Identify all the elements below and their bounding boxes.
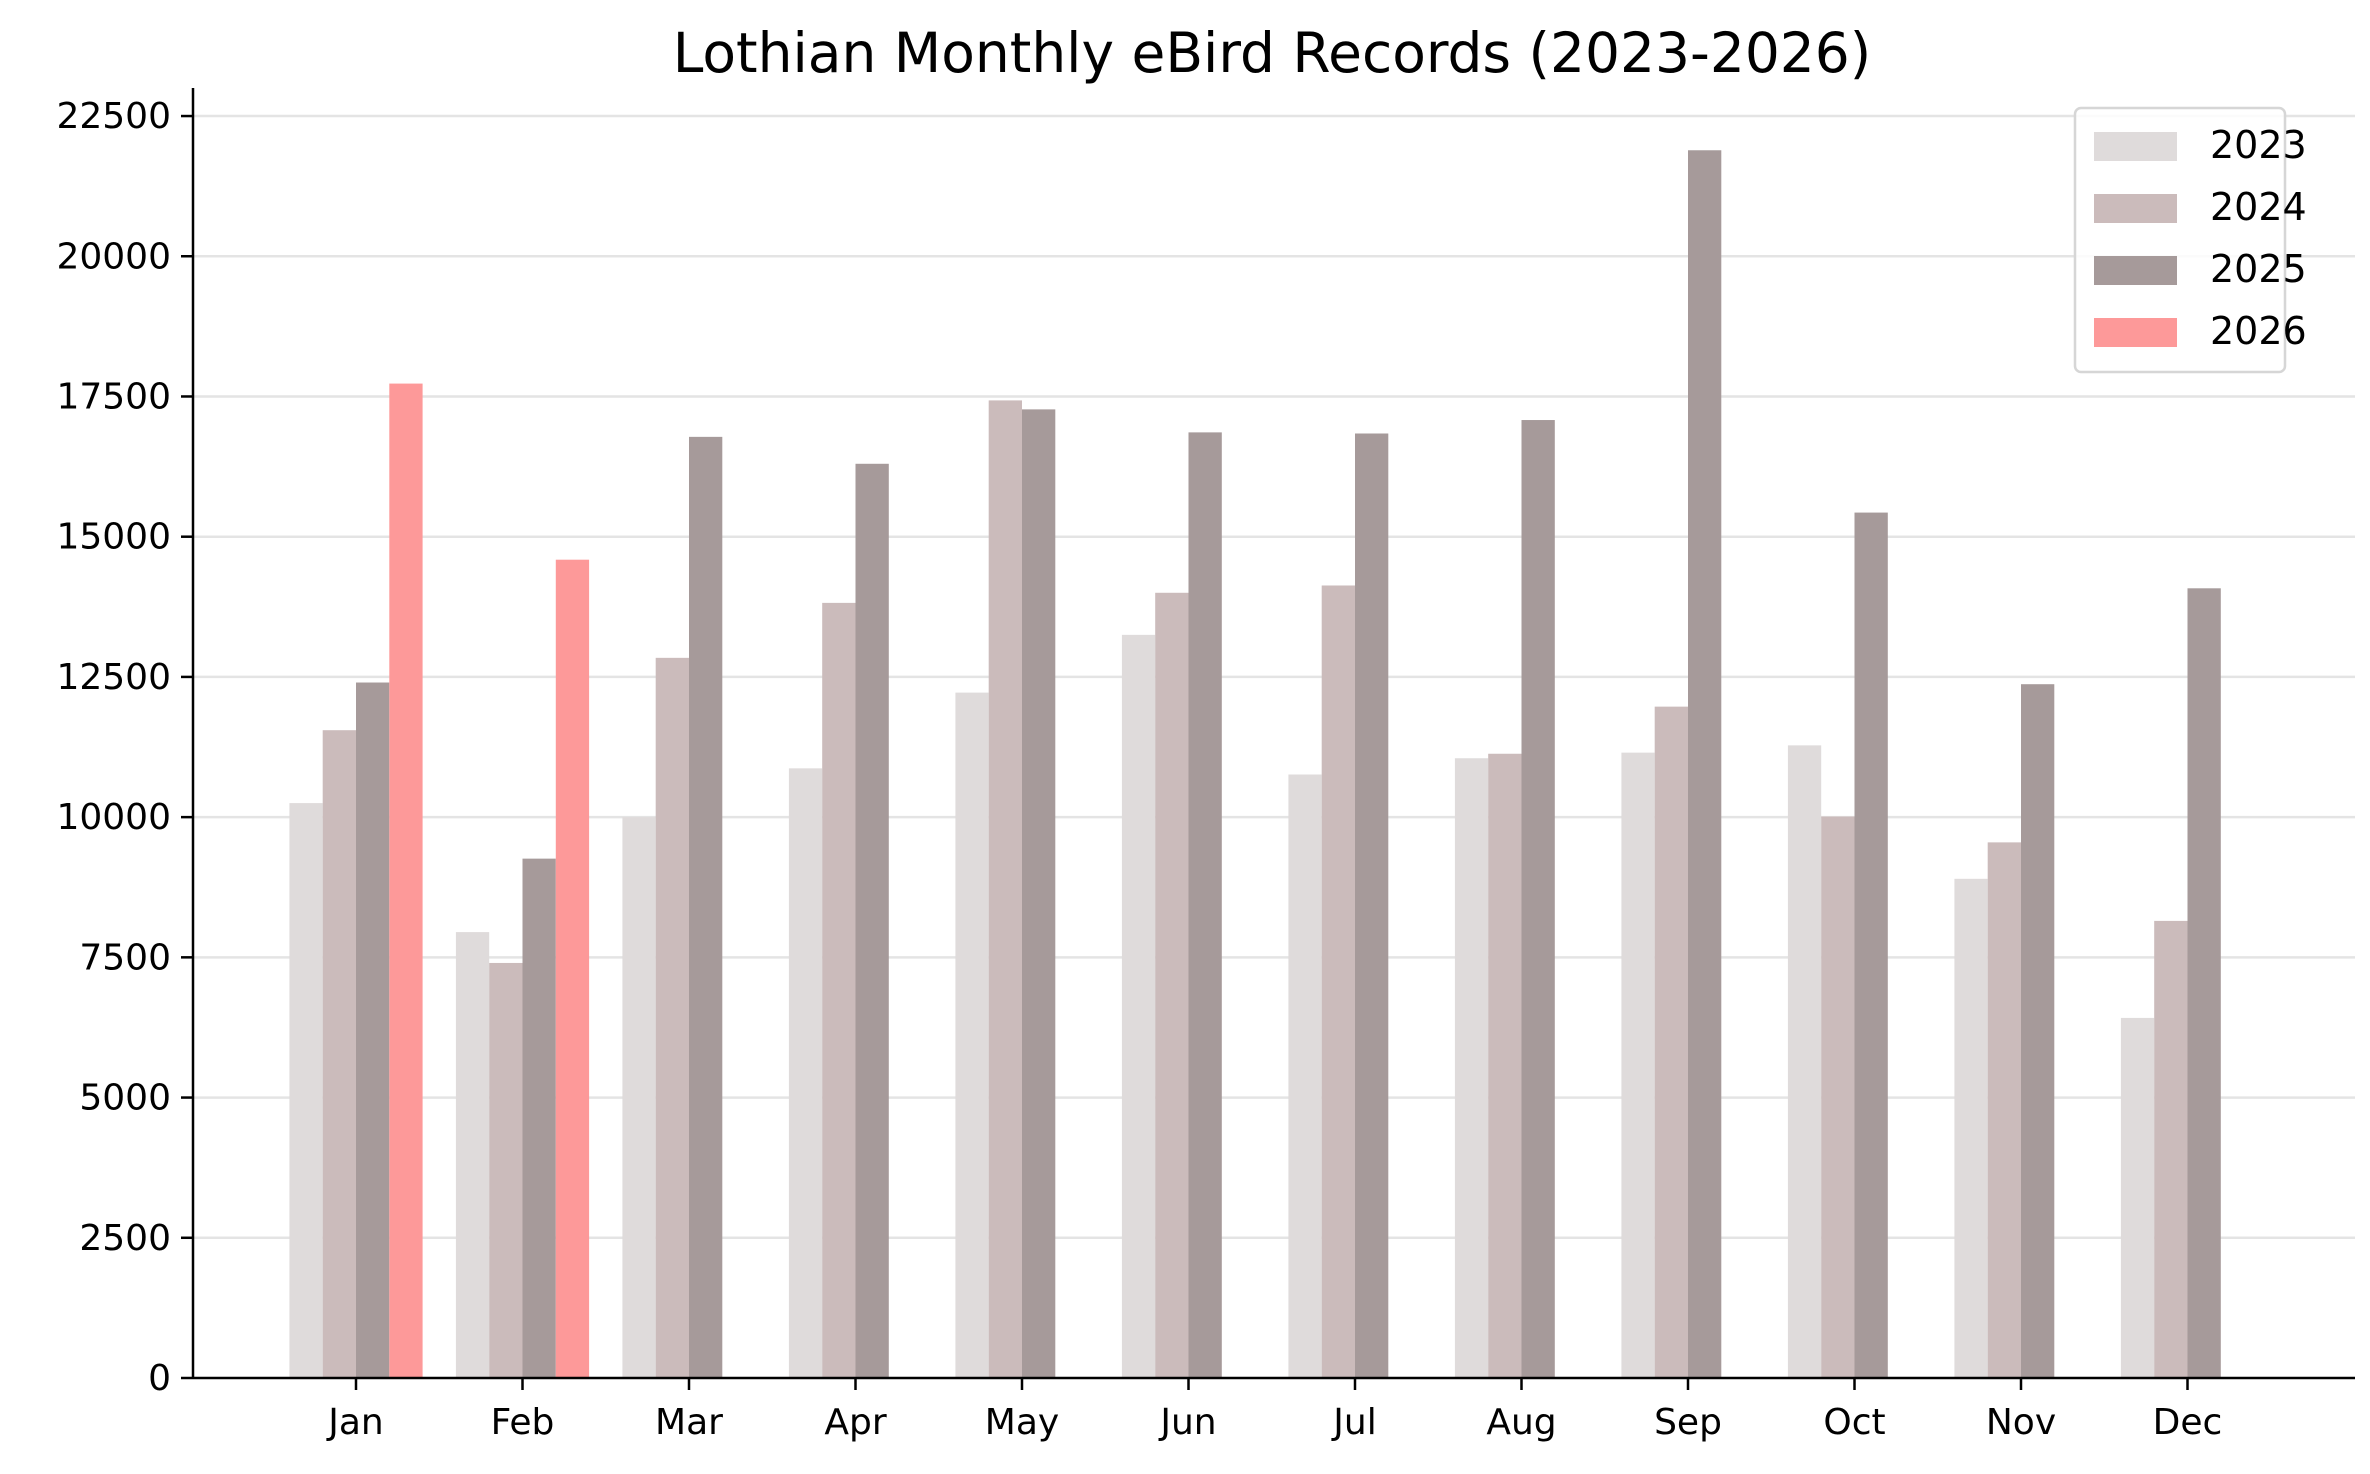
bar-2025-dec	[2187, 588, 2221, 1378]
bar-2024-apr	[822, 602, 856, 1378]
bar-2023-jul	[1288, 774, 1322, 1378]
bar-2024-jun	[1155, 592, 1189, 1378]
x-tick-label: May	[985, 1402, 1059, 1443]
bar-2024-may	[988, 400, 1022, 1378]
bar-2025-jun	[1188, 432, 1222, 1378]
bar-2023-aug	[1454, 758, 1489, 1378]
y-axis-ticks: 0 2500 5000 7500 10000 12500 15000 17500 20000 22…	[56, 96, 193, 1399]
bar-2024-mar	[655, 657, 689, 1378]
bar-2023-oct	[1787, 745, 1822, 1378]
x-tick-label: Sep	[1654, 1402, 1722, 1443]
legend-label-2024: 2024	[2210, 185, 2307, 229]
legend-box	[2073, 106, 2287, 374]
legend-swatch-2024	[2094, 194, 2177, 223]
bar-2024-nov	[1987, 842, 2021, 1378]
y-tick-label: 5000	[79, 1078, 171, 1119]
legend-swatch-2026	[2094, 318, 2177, 347]
bar-2025-mar	[689, 436, 723, 1379]
bar-2024-feb	[489, 962, 523, 1378]
y-tick-label: 12500	[56, 657, 171, 698]
x-tick-label: Aug	[1486, 1402, 1556, 1443]
bar-2024-sep	[1654, 706, 1688, 1378]
axes	[191, 88, 2355, 1380]
legend-label-2026: 2026	[2210, 309, 2307, 353]
bar-2023-apr	[788, 768, 823, 1378]
legend: 2023 2024 2025 2026	[2073, 106, 2307, 374]
bar-2025-sep	[1688, 150, 1722, 1379]
x-tick-label: Nov	[1986, 1402, 2056, 1443]
bar-2025-feb	[522, 858, 556, 1378]
x-tick-label: Jun	[1158, 1402, 1216, 1443]
y-tick-label: 10000	[56, 797, 171, 838]
bar-2023-jun	[1121, 634, 1156, 1378]
bar-2024-jan	[322, 730, 356, 1378]
bar-2023-may	[955, 692, 989, 1378]
bar-2023-mar	[622, 817, 656, 1378]
y-tick-label: 7500	[79, 937, 171, 978]
y-tick-label: 20000	[56, 236, 171, 277]
bar-2025-nov	[2021, 684, 2055, 1378]
y-tick-label: 22500	[56, 96, 171, 137]
y-tick-label: 0	[148, 1358, 171, 1399]
bar-2026-jan	[389, 383, 423, 1378]
x-tick-label: Oct	[1823, 1402, 1885, 1443]
bar-2023-jan	[289, 803, 323, 1378]
bar-2023-nov	[1954, 878, 1988, 1378]
x-tick-label: Jul	[1331, 1402, 1376, 1443]
y-tick-label: 17500	[56, 376, 171, 417]
legend-label-2023: 2023	[2210, 123, 2307, 167]
x-tick-label: Dec	[2153, 1402, 2223, 1443]
bar-2024-oct	[1821, 816, 1855, 1378]
y-tick-label: 15000	[56, 517, 171, 558]
legend-swatch-2025	[2094, 256, 2177, 285]
bar-2025-apr	[855, 463, 889, 1379]
bar-2025-oct	[1854, 512, 1888, 1378]
bar-2024-aug	[1488, 753, 1522, 1378]
chart-title: Lothian Monthly eBird Records (2023-2026…	[673, 21, 1872, 85]
x-tick-label: Jan	[326, 1402, 384, 1443]
bar-2025-jul	[1355, 433, 1389, 1378]
bars	[289, 150, 2221, 1379]
bar-2023-feb	[455, 932, 490, 1378]
x-tick-label: Apr	[824, 1402, 886, 1443]
bar-2025-may	[1022, 409, 1056, 1378]
bar-2024-jul	[1321, 585, 1355, 1378]
legend-label-2025: 2025	[2210, 247, 2307, 291]
bar-2024-dec	[2154, 920, 2188, 1378]
legend-swatch-2023	[2094, 132, 2177, 161]
bar-2025-aug	[1521, 420, 1555, 1378]
bar-2026-feb	[555, 559, 590, 1378]
x-axis-ticks: Jan Feb Mar Apr May Jun Jul Aug Sep Oct Nov Dec	[326, 1378, 2222, 1443]
bar-2023-sep	[1621, 752, 1655, 1378]
bar-2023-dec	[2120, 1017, 2155, 1378]
x-tick-label: Feb	[491, 1402, 555, 1443]
bar-2025-jan	[356, 682, 390, 1378]
y-tick-label: 2500	[79, 1218, 171, 1259]
x-tick-label: Mar	[655, 1402, 723, 1443]
